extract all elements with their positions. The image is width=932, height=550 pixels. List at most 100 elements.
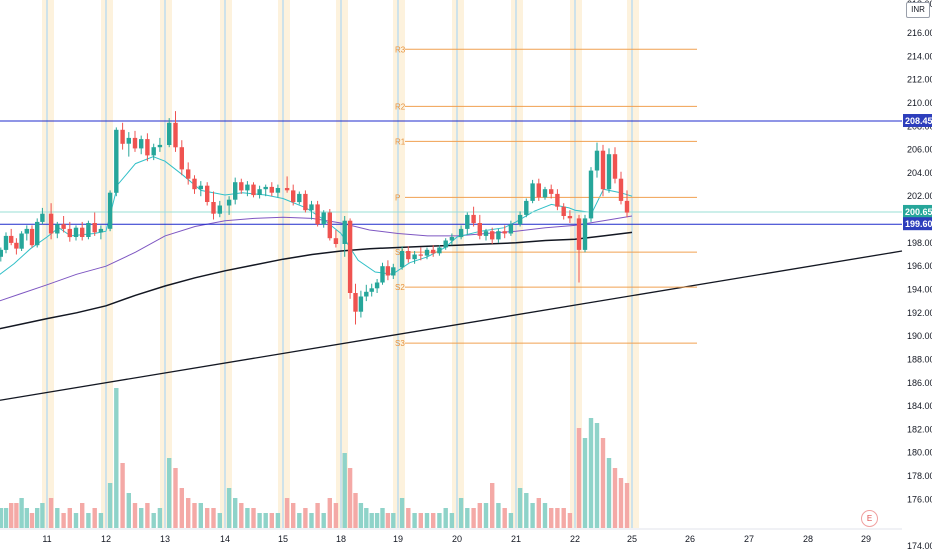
volume-bar: [61, 513, 66, 528]
volume-bar: [471, 508, 476, 528]
volume-bar: [198, 503, 203, 528]
price-tick: 196.00: [907, 261, 932, 271]
currency-label[interactable]: INR: [906, 2, 930, 18]
candle-body: [3, 235, 9, 250]
candle-body: [211, 202, 216, 214]
price-axis[interactable]: 216.00214.00212.00210.00208.00206.00204.…: [903, 0, 932, 550]
time-tick: 13: [160, 534, 170, 544]
price-tick: 186.00: [907, 378, 932, 388]
volume-bar: [542, 503, 548, 528]
volume-bar: [412, 513, 417, 528]
time-tick: 18: [336, 534, 346, 544]
candle-body: [251, 184, 256, 196]
candle-body: [567, 216, 573, 219]
volume-bar: [173, 468, 178, 528]
time-tick: 11: [42, 534, 51, 544]
session-band: [627, 0, 639, 528]
price-tick: 198.00: [907, 238, 932, 248]
volume-bar: [284, 498, 290, 528]
volume-bar: [309, 513, 314, 528]
volume-bar: [517, 488, 523, 528]
candle-body: [490, 231, 495, 240]
candle-body: [80, 227, 85, 237]
candle-body: [315, 204, 320, 225]
candle-body: [612, 154, 618, 179]
volume-bar: [245, 508, 250, 528]
session-bands: [42, 0, 639, 528]
volume-bar: [618, 478, 624, 528]
volume-bar: [315, 503, 320, 528]
candle-body: [477, 223, 482, 236]
candle-body: [132, 137, 138, 149]
volume-bar: [443, 508, 448, 528]
candle-body: [399, 251, 405, 268]
price-tick: 176.00: [907, 494, 932, 504]
candles: [0, 111, 630, 325]
earnings-event-icon[interactable]: E: [861, 510, 878, 527]
candle-body: [406, 251, 411, 260]
volume-bar: [239, 503, 244, 528]
volume-bars: [0, 388, 630, 528]
volume-bar: [624, 483, 630, 528]
time-tick: 28: [803, 534, 813, 544]
candle-body: [198, 185, 203, 190]
volume-bar: [107, 483, 113, 528]
volume-bar: [179, 488, 184, 528]
candle-body: [542, 189, 548, 198]
time-tick: 19: [393, 534, 403, 544]
candle-body: [483, 231, 489, 236]
session-band: [42, 0, 54, 528]
support-trendline: [0, 250, 903, 401]
session-band: [160, 0, 172, 528]
candle-body: [297, 193, 302, 203]
candle-body: [303, 193, 308, 211]
candle-body: [107, 192, 113, 229]
price-tick: 194.00: [907, 284, 932, 294]
candle-body: [380, 266, 385, 283]
volume-bar: [536, 498, 541, 528]
candle-body: [437, 247, 442, 254]
candle-body: [391, 267, 396, 276]
volume-bar: [205, 508, 210, 528]
candle-body: [48, 213, 54, 234]
volume-bar: [233, 498, 238, 528]
volume-bar: [353, 493, 358, 528]
candle-body: [186, 169, 191, 179]
time-axis[interactable]: 8111213141518192021222526272829: [0, 528, 902, 544]
candle-body: [385, 266, 391, 276]
candle-body: [624, 200, 630, 213]
moving-averages: [0, 156, 633, 330]
session-band: [336, 0, 348, 528]
volume-bar: [151, 513, 156, 528]
volume-bar: [24, 508, 29, 528]
volume-bar: [483, 503, 489, 528]
horizontal-lines: [0, 120, 902, 225]
session-band: [393, 0, 405, 528]
volume-bar: [269, 513, 274, 528]
candle-body: [321, 212, 326, 225]
volume-bar: [186, 498, 191, 528]
candle-body: [67, 228, 72, 238]
pivot-label: R2: [395, 102, 406, 111]
volume-bar: [600, 438, 606, 528]
volume-bar: [98, 513, 104, 528]
candle-body: [353, 293, 358, 312]
volume-bar: [333, 503, 339, 528]
volume-bar: [391, 513, 396, 528]
candle-body: [555, 193, 560, 207]
volume-bar: [477, 503, 482, 528]
candle-body: [594, 150, 600, 171]
candle-body: [192, 178, 197, 190]
volume-bar: [92, 508, 97, 528]
candle-body: [98, 228, 104, 233]
volume-bar: [226, 488, 232, 528]
candle-body: [19, 233, 24, 249]
time-tick: 27: [744, 534, 754, 544]
price-tick: 178.00: [907, 471, 932, 481]
volume-bar: [19, 498, 24, 528]
volume-bar: [431, 513, 436, 528]
time-tick: 20: [452, 534, 462, 544]
volume-bar: [549, 508, 554, 528]
candle-body: [517, 214, 523, 225]
